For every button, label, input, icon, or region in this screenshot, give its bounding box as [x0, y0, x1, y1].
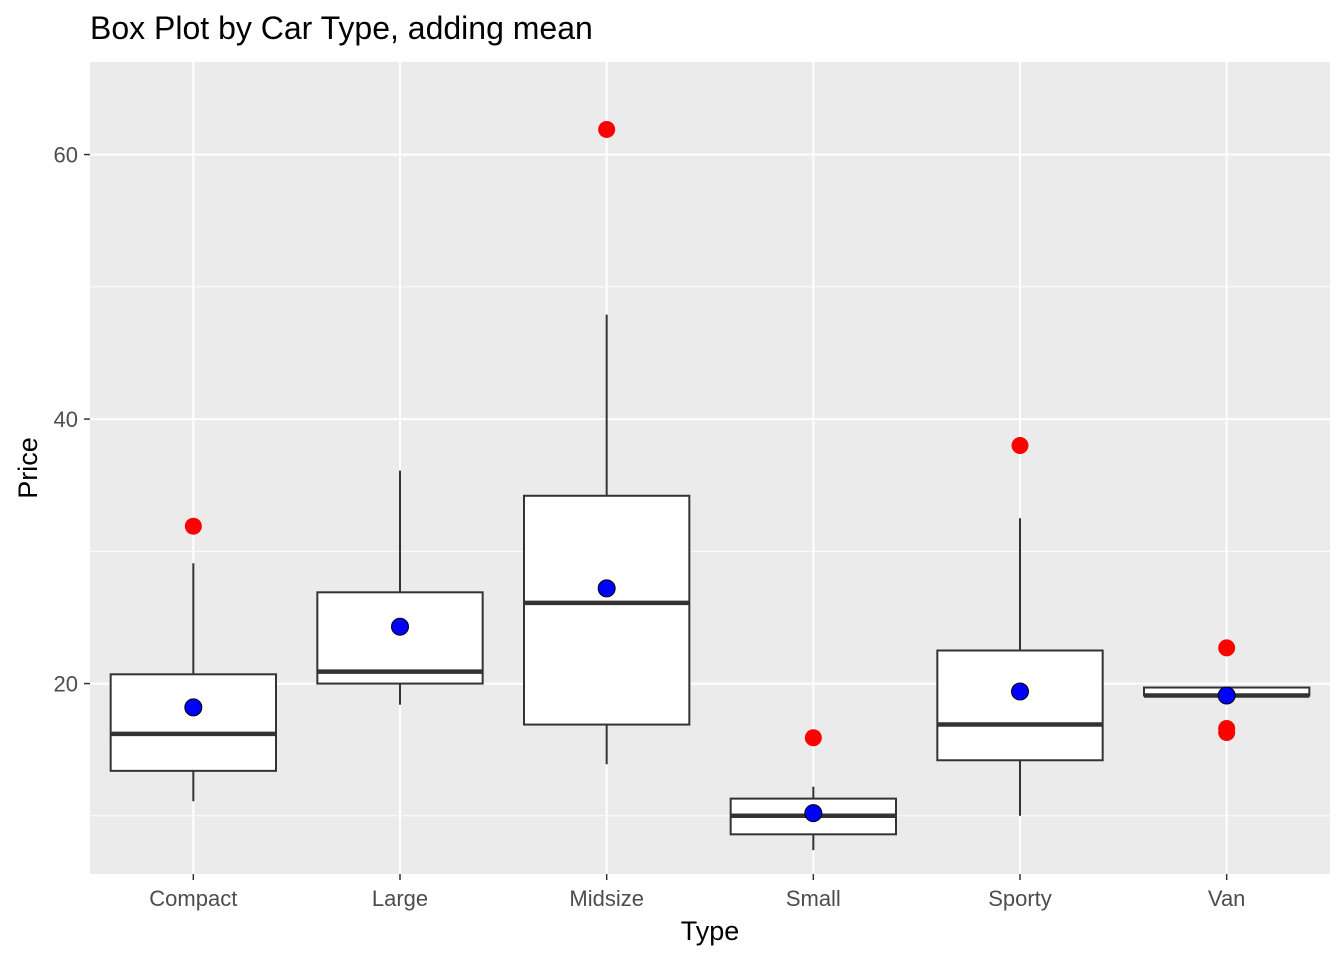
y-tick-label: 40: [54, 407, 78, 432]
box-group: [1143, 639, 1311, 741]
boxes: [109, 120, 1311, 851]
box: [316, 591, 484, 685]
y-tick-label: 20: [54, 672, 78, 697]
y-axis-ticks: 20 40 60: [54, 143, 90, 697]
x-axis-ticks: Compact Large Midsize Small Sporty Van: [149, 874, 1245, 911]
mean-point: [804, 804, 823, 823]
plot-panel: [90, 62, 1330, 874]
box-group: [523, 120, 691, 765]
mean-point: [1217, 686, 1236, 705]
outlier-point: [1218, 723, 1236, 741]
x-tick-label: Van: [1208, 886, 1246, 911]
chart-title: Box Plot by Car Type, adding mean: [90, 10, 593, 46]
y-tick-label: 60: [54, 143, 78, 168]
y-axis-title: Price: [13, 437, 43, 499]
mean-point: [1011, 682, 1029, 701]
mean-point: [184, 698, 203, 717]
x-tick-label: Sporty: [988, 886, 1052, 911]
mean-point: [391, 617, 409, 636]
outlier-point: [598, 120, 616, 138]
x-tick-label: Compact: [149, 886, 237, 911]
x-tick-label: Midsize: [569, 886, 644, 911]
outlier-point: [1218, 639, 1236, 657]
x-axis-title: Type: [681, 916, 740, 946]
box-group: [316, 470, 484, 705]
mean-point: [597, 579, 616, 598]
outlier-point: [1011, 437, 1029, 455]
box-group: [109, 517, 277, 802]
x-tick-label: Small: [786, 886, 841, 911]
outlier-point: [804, 729, 822, 747]
box: [523, 494, 691, 726]
box: [936, 649, 1104, 762]
x-tick-label: Large: [372, 886, 428, 911]
outlier-point: [184, 517, 202, 535]
box: [109, 673, 277, 772]
box-group: [729, 729, 898, 851]
box-group: [936, 437, 1104, 816]
